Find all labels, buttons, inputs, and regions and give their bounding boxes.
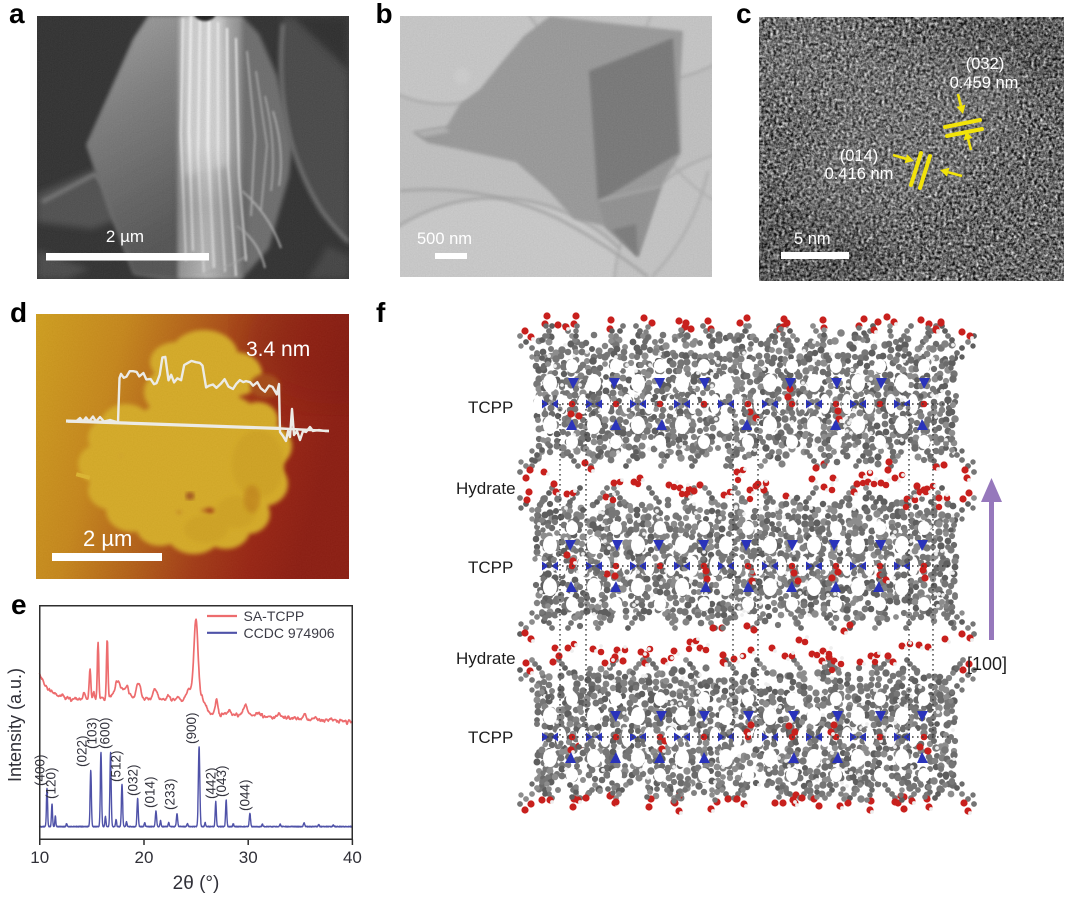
svg-text:(014): (014): [143, 776, 158, 808]
svg-text:[100]: [100]: [967, 654, 1007, 674]
svg-text:20: 20: [135, 848, 154, 867]
svg-text:3.4 nm: 3.4 nm: [246, 338, 310, 361]
svg-text:0.459 nm: 0.459 nm: [950, 74, 1019, 92]
svg-text:5 nm: 5 nm: [794, 230, 831, 248]
svg-text:(120): (120): [44, 767, 59, 799]
svg-text:(512): (512): [109, 750, 124, 782]
svg-text:(032): (032): [966, 55, 1005, 73]
svg-text:2θ (°): 2θ (°): [173, 873, 220, 894]
svg-text:0.416 nm: 0.416 nm: [825, 165, 894, 183]
svg-text:TCPP: TCPP: [468, 558, 513, 577]
svg-text:(233): (233): [163, 778, 178, 810]
svg-text:Intensity (a.u.): Intensity (a.u.): [5, 668, 25, 782]
svg-text:SA-TCPP: SA-TCPP: [244, 608, 305, 624]
svg-text:(014): (014): [840, 147, 879, 165]
svg-text:Hydrate: Hydrate: [456, 649, 516, 668]
svg-text:(600): (600): [98, 717, 113, 749]
svg-text:TCPP: TCPP: [468, 728, 513, 747]
svg-text:(043): (043): [214, 765, 229, 797]
svg-text:TCPP: TCPP: [468, 398, 513, 417]
svg-text:2 µm: 2 µm: [83, 526, 132, 551]
svg-text:(103): (103): [85, 717, 100, 749]
svg-text:(022): (022): [75, 735, 90, 767]
svg-text:500 nm: 500 nm: [417, 230, 472, 248]
svg-text:(442): (442): [204, 767, 219, 799]
svg-text:(900): (900): [184, 712, 199, 744]
svg-text:Hydrate: Hydrate: [456, 479, 516, 498]
svg-text:40: 40: [343, 848, 362, 867]
svg-text:CCDC 974906: CCDC 974906: [244, 625, 335, 641]
svg-text:(032): (032): [126, 764, 141, 796]
svg-text:10: 10: [30, 848, 49, 867]
svg-text:(044): (044): [238, 779, 253, 811]
svg-text:30: 30: [239, 848, 258, 867]
svg-text:2 µm: 2 µm: [106, 227, 144, 246]
